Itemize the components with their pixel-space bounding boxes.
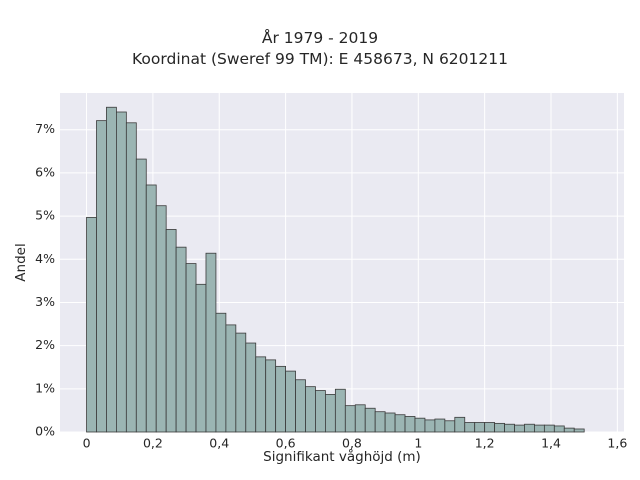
histogram-bar	[364, 407, 376, 433]
histogram-bars	[86, 106, 585, 433]
histogram-bar	[444, 420, 456, 433]
histogram-bar	[106, 106, 117, 433]
chart-title-line-1: År 1979 - 2019	[261, 29, 379, 47]
histogram-bar	[354, 404, 366, 433]
histogram-bar	[255, 356, 267, 433]
x-tick-label: 0,4	[209, 436, 229, 451]
histogram-bar	[374, 411, 386, 433]
histogram-bar	[265, 359, 277, 433]
histogram-bar	[135, 158, 147, 433]
histogram-bar	[145, 184, 157, 433]
histogram-bar	[155, 205, 167, 433]
x-tick-label: 1,4	[541, 436, 561, 451]
histogram-bar	[524, 423, 535, 433]
y-axis-ticks: 0% 1% 2% 3% 4% 5% 6% 7%	[35, 121, 55, 438]
histogram-bar	[235, 332, 247, 433]
y-tick-label: 1%	[35, 380, 55, 395]
x-tick-label: 1,2	[475, 436, 495, 451]
x-axis-ticks: 0 0,2 0,4 0,6 0,8 1 1,2 1,4 1,6	[83, 436, 628, 451]
y-tick-label: 0%	[35, 424, 55, 439]
histogram-bar	[504, 423, 515, 433]
x-tick-label: 0,6	[276, 436, 296, 451]
histogram-bar	[295, 379, 306, 433]
histogram-bar	[553, 425, 565, 433]
histogram-bar	[305, 386, 316, 433]
histogram-bar	[285, 370, 296, 433]
x-tick-label: 0	[83, 436, 91, 451]
histogram-bar	[464, 422, 476, 433]
histogram-bar	[175, 246, 187, 433]
histogram-bar	[334, 388, 346, 433]
histogram-bar	[225, 324, 237, 433]
histogram-bar	[404, 416, 416, 433]
histogram-bar	[195, 283, 207, 433]
histogram-bar	[534, 424, 545, 433]
x-tick-label: 1	[414, 436, 422, 451]
chart-title-line-2: Koordinat (Sweref 99 TM): E 458673, N 62…	[132, 50, 508, 68]
histogram-bar	[484, 422, 496, 433]
y-tick-label: 3%	[35, 294, 55, 309]
y-tick-label: 5%	[35, 208, 55, 223]
y-axis-label: Andel	[13, 243, 29, 281]
x-axis-label: Signifikant våghöjd (m)	[263, 448, 421, 465]
histogram-bar	[424, 419, 436, 433]
histogram-bar	[414, 417, 426, 433]
histogram-bar	[384, 412, 396, 433]
histogram-bar	[215, 312, 227, 433]
histogram-bar	[514, 424, 525, 433]
histogram-bar	[494, 422, 505, 433]
histogram-bar	[116, 111, 127, 433]
y-tick-label: 6%	[35, 164, 55, 179]
histogram-bar	[563, 427, 575, 433]
histogram-bar	[86, 216, 97, 433]
histogram-bar	[185, 263, 197, 433]
x-tick-label: 0,2	[143, 436, 163, 451]
histogram-bar	[96, 120, 107, 433]
histogram-bar	[394, 414, 406, 433]
histogram-bar	[245, 342, 257, 433]
histogram-bar	[205, 252, 217, 433]
histogram-bar	[543, 424, 555, 433]
histogram-bar	[573, 428, 585, 433]
histogram-bar	[474, 422, 486, 433]
y-tick-label: 7%	[35, 121, 55, 136]
histogram-bar	[275, 365, 287, 433]
histogram-bar	[454, 416, 466, 433]
y-tick-label: 4%	[35, 251, 55, 266]
histogram-bar	[125, 122, 137, 433]
histogram-bar	[344, 405, 356, 433]
histogram-bar	[315, 390, 326, 433]
histogram-bar	[434, 418, 446, 433]
y-tick-label: 2%	[35, 337, 55, 352]
histogram-bar	[165, 229, 177, 433]
x-tick-label: 0,8	[342, 436, 362, 451]
x-tick-label: 1,6	[607, 436, 627, 451]
histogram-bar	[325, 394, 336, 433]
